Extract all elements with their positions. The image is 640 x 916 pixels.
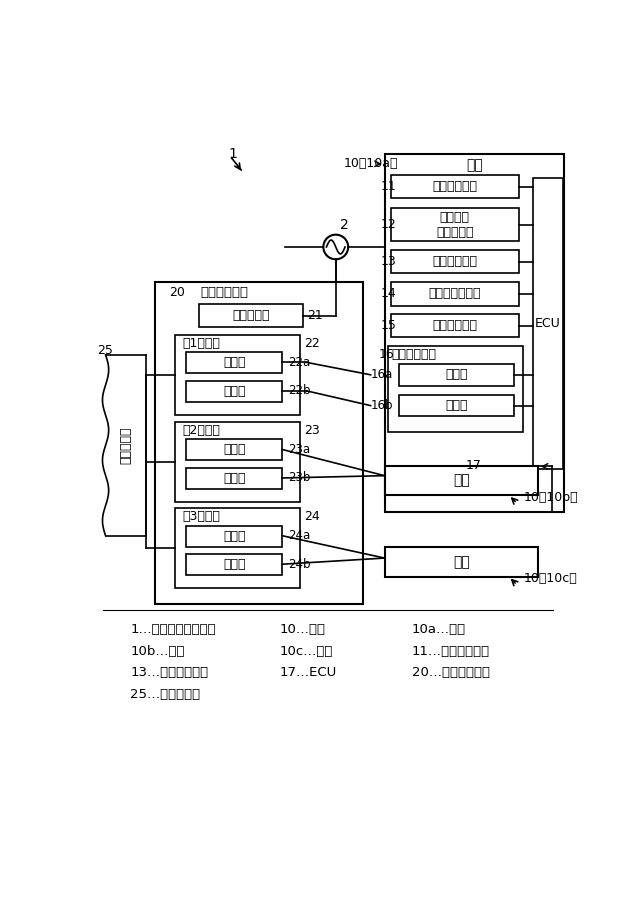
Text: 17: 17	[465, 459, 481, 472]
Text: ㅦ3充電器: ㅦ3充電器	[182, 510, 220, 523]
Text: 給電部: 給電部	[223, 356, 246, 369]
Text: 14: 14	[381, 288, 396, 300]
Bar	[533, 178, 563, 469]
Text: 22b: 22b	[288, 385, 310, 398]
Bar	[391, 209, 518, 241]
Text: 15: 15	[381, 319, 397, 332]
Bar	[186, 353, 282, 373]
Bar	[175, 334, 300, 415]
Bar	[391, 282, 518, 306]
Text: 22: 22	[304, 337, 320, 350]
Bar	[385, 547, 538, 576]
Text: 20…外部充電装置: 20…外部充電装置	[412, 666, 490, 680]
Text: 10c…車両: 10c…車両	[280, 645, 333, 658]
Bar	[186, 468, 282, 489]
Text: 車両: 車両	[453, 474, 470, 487]
Text: 16b: 16b	[371, 399, 393, 412]
Text: 23: 23	[304, 424, 320, 437]
Text: 25…充電制御部: 25…充電制御部	[131, 688, 200, 701]
Bar	[186, 554, 282, 575]
Text: 24a: 24a	[288, 529, 310, 542]
Text: 10（10c）: 10（10c）	[524, 572, 577, 585]
Text: 22a: 22a	[288, 356, 310, 369]
Text: 充電器接続部: 充電器接続部	[392, 347, 436, 361]
Text: 10b…車両: 10b…車両	[131, 645, 185, 658]
Text: 16a: 16a	[371, 368, 393, 381]
Bar	[391, 314, 518, 337]
Bar	[391, 175, 518, 199]
Bar	[186, 381, 282, 402]
Bar	[186, 526, 282, 547]
Text: 1…充電制御システム: 1…充電制御システム	[131, 623, 216, 637]
Text: 12: 12	[381, 218, 396, 231]
Text: 11…車載バッテリ: 11…車載バッテリ	[412, 645, 490, 658]
Text: 電力変換部: 電力変換部	[232, 309, 269, 322]
Text: 給電部: 給電部	[223, 529, 246, 542]
Text: 11: 11	[381, 180, 396, 193]
Bar	[399, 364, 514, 386]
Text: バッテリヒータ: バッテリヒータ	[428, 288, 481, 300]
Text: 10…車両: 10…車両	[280, 623, 326, 637]
Text: 給電部: 給電部	[223, 443, 246, 456]
Bar	[385, 154, 564, 512]
Text: ECU: ECU	[535, 317, 561, 330]
Text: 車両: 車両	[466, 158, 483, 172]
Bar	[175, 508, 300, 588]
Text: 通信部: 通信部	[223, 385, 246, 398]
Text: 23a: 23a	[288, 443, 310, 456]
Text: 24b: 24b	[288, 558, 310, 571]
Bar	[186, 440, 282, 460]
Text: 通信部: 通信部	[445, 399, 468, 412]
Text: バッテリ
温度センサ: バッテリ 温度センサ	[436, 211, 474, 239]
Text: 16: 16	[378, 347, 394, 361]
Bar	[385, 465, 538, 495]
Text: 13…外気温センサ: 13…外気温センサ	[131, 666, 209, 680]
Text: 10（10b）: 10（10b）	[524, 491, 578, 504]
Text: 13: 13	[381, 256, 396, 268]
Text: 外部充電装置: 外部充電装置	[200, 286, 248, 299]
Text: ㅦ2充電器: ㅦ2充電器	[182, 424, 220, 437]
Bar	[399, 395, 514, 417]
Text: 17…ECU: 17…ECU	[280, 666, 337, 680]
Text: 10（10a）: 10（10a）	[344, 158, 398, 170]
Text: ㅦ1充電器: ㅦ1充電器	[182, 337, 220, 350]
Text: 23b: 23b	[288, 472, 310, 485]
Text: 駆動用モータ: 駆動用モータ	[432, 319, 477, 332]
Text: 24: 24	[304, 510, 320, 523]
Text: 25: 25	[97, 344, 113, 357]
Text: 2: 2	[340, 218, 348, 233]
Bar	[388, 345, 524, 431]
Bar	[391, 250, 518, 273]
Bar	[155, 282, 363, 605]
Bar	[198, 304, 303, 327]
Text: 1: 1	[229, 147, 237, 161]
Text: 車載バッテリ: 車載バッテリ	[432, 180, 477, 193]
Text: 外気温センサ: 外気温センサ	[432, 256, 477, 268]
Text: 通信部: 通信部	[223, 558, 246, 571]
Text: 車両: 車両	[453, 555, 470, 569]
Bar	[175, 421, 300, 502]
Text: 20: 20	[169, 286, 185, 299]
Text: 21: 21	[307, 309, 323, 322]
Text: 10a…車両: 10a…車両	[412, 623, 466, 637]
Text: 通信部: 通信部	[223, 472, 246, 485]
Text: 充電制御部: 充電制御部	[119, 427, 132, 464]
Text: 受電部: 受電部	[445, 368, 468, 381]
